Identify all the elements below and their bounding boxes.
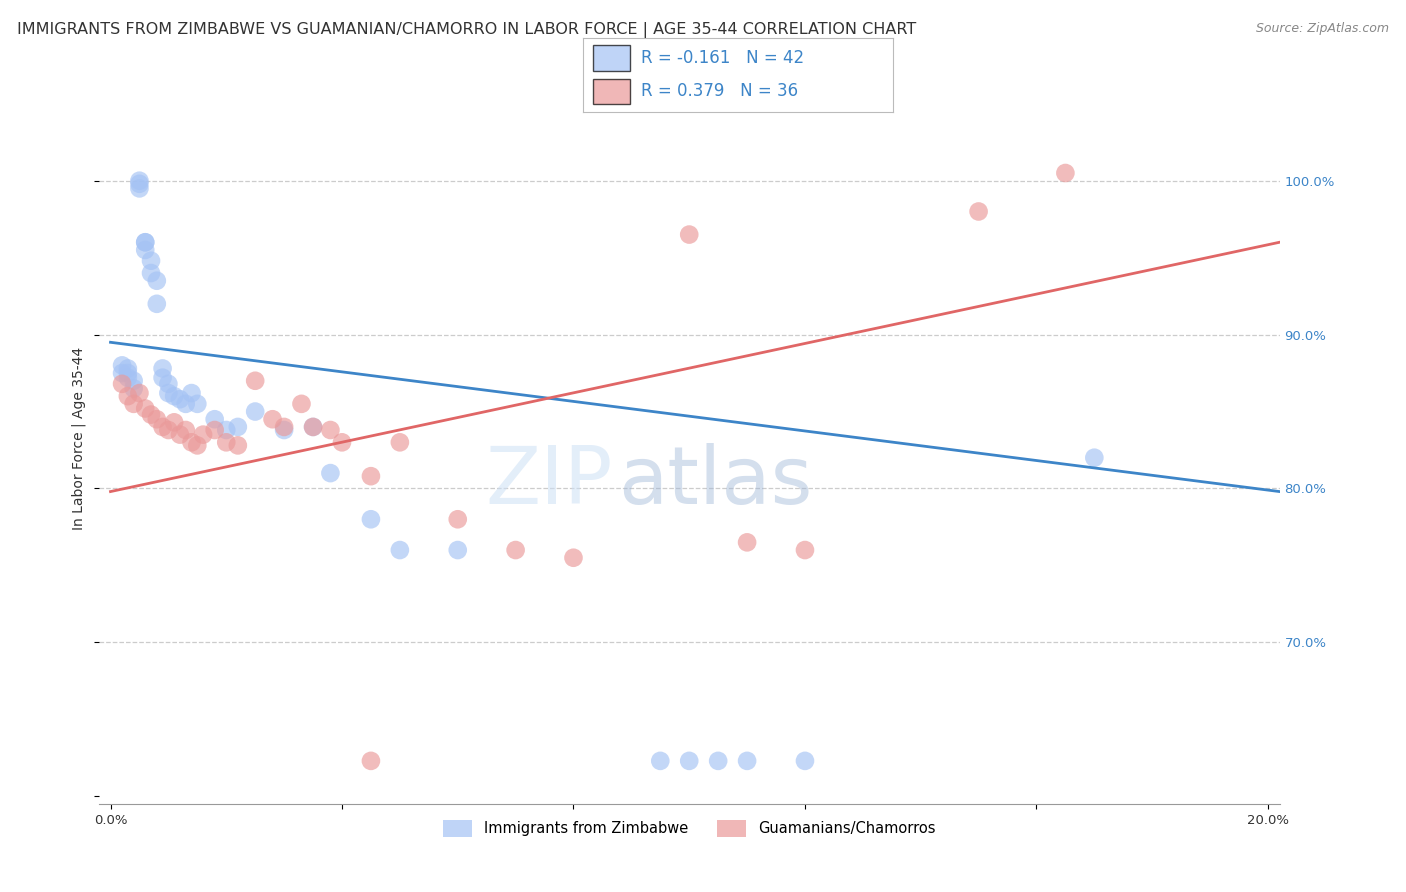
Point (174, 423, 197, 437)
Point (215, 423, 238, 437)
Point (139, 408, 162, 422)
Point (117, 361, 139, 376)
Point (1054, 166, 1077, 180)
Point (215, 435, 238, 450)
Point (117, 370, 139, 384)
Point (290, 397, 312, 411)
Point (226, 438, 249, 452)
Point (226, 420, 249, 434)
Text: IMMIGRANTS FROM ZIMBABWE VS GUAMANIAN/CHAMORRO IN LABOR FORCE | AGE 35-44 CORREL: IMMIGRANTS FROM ZIMBABWE VS GUAMANIAN/CH… (17, 22, 917, 38)
Point (447, 512, 470, 526)
Point (152, 370, 174, 384)
Text: ZIP: ZIP (485, 443, 613, 521)
Point (157, 376, 180, 391)
Text: R = -0.161   N = 42: R = -0.161 N = 42 (641, 49, 804, 67)
Point (243, 374, 266, 388)
Point (735, 535, 758, 549)
Point (139, 253, 162, 268)
Point (1083, 450, 1105, 465)
Point (360, 469, 382, 483)
Point (134, 235, 156, 250)
Point (122, 381, 145, 395)
Point (388, 543, 411, 558)
Point (152, 361, 174, 376)
Point (360, 754, 382, 768)
Point (388, 435, 411, 450)
Point (134, 235, 156, 250)
Point (302, 420, 325, 434)
Point (204, 412, 226, 426)
Point (186, 397, 208, 411)
Point (262, 412, 284, 426)
Point (191, 427, 214, 442)
Point (163, 389, 186, 403)
Point (146, 412, 169, 426)
Point (330, 435, 353, 450)
Point (111, 376, 134, 391)
Point (967, 204, 990, 219)
Point (117, 366, 139, 380)
Point (122, 397, 145, 411)
Point (146, 297, 169, 311)
Point (134, 243, 156, 257)
Text: Source: ZipAtlas.com: Source: ZipAtlas.com (1256, 22, 1389, 36)
Point (169, 392, 191, 407)
Point (157, 386, 180, 401)
Point (128, 177, 150, 191)
Point (111, 366, 134, 380)
Point (794, 754, 817, 768)
Point (650, 754, 672, 768)
Point (169, 427, 191, 442)
Point (273, 420, 295, 434)
FancyBboxPatch shape (593, 78, 630, 104)
Point (505, 543, 527, 558)
Point (180, 435, 202, 450)
FancyBboxPatch shape (593, 45, 630, 70)
Point (180, 386, 202, 401)
Point (678, 227, 700, 242)
Y-axis label: In Labor Force | Age 35-44: In Labor Force | Age 35-44 (72, 347, 86, 530)
Point (447, 543, 470, 558)
Point (273, 423, 295, 437)
Point (360, 512, 382, 526)
Point (243, 404, 266, 418)
Point (111, 359, 134, 373)
Point (319, 466, 342, 480)
Point (562, 550, 585, 565)
Text: atlas: atlas (619, 443, 813, 521)
Legend: Immigrants from Zimbabwe, Guamanians/Chamorros: Immigrants from Zimbabwe, Guamanians/Cha… (436, 813, 943, 844)
Point (163, 415, 186, 429)
Point (139, 266, 162, 280)
Point (146, 274, 169, 288)
Point (152, 420, 174, 434)
Point (735, 754, 758, 768)
Text: R = 0.379   N = 36: R = 0.379 N = 36 (641, 82, 797, 101)
Point (128, 174, 150, 188)
Point (186, 438, 208, 452)
Point (794, 543, 817, 558)
Point (128, 181, 150, 195)
Point (174, 397, 197, 411)
Point (157, 423, 180, 437)
Point (678, 754, 700, 768)
Point (122, 374, 145, 388)
Point (302, 420, 325, 434)
Point (204, 423, 226, 437)
Point (128, 386, 150, 401)
Point (707, 754, 730, 768)
Point (134, 401, 156, 416)
Point (117, 389, 139, 403)
Point (319, 423, 342, 437)
